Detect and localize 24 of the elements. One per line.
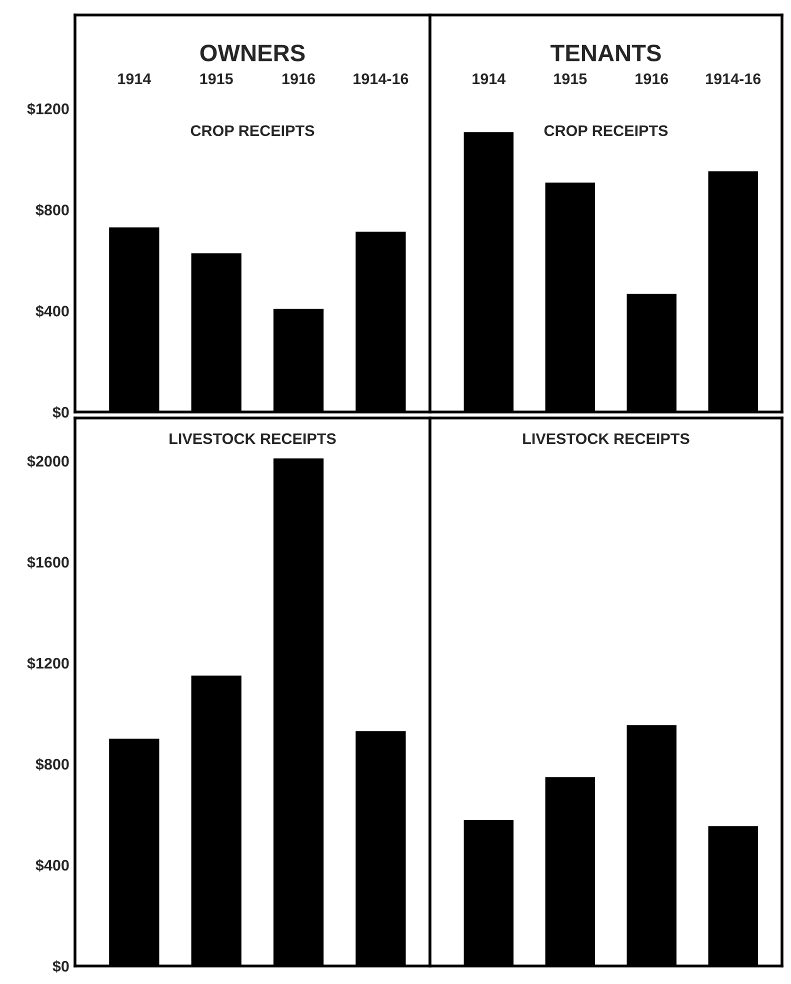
text: CROP RECEIPTS: [544, 125, 668, 136]
y-tick-label: $800: [36, 758, 69, 771]
y-tick-label: $0: [52, 406, 69, 419]
x-tick-label: 1915: [554, 73, 587, 84]
y-tick-label: $800: [36, 204, 69, 216]
x-tick-label: 1916: [282, 73, 315, 84]
text: LIVESTOCK RECEIPTS: [523, 433, 690, 444]
y-tick-label: $400: [36, 305, 69, 318]
x-tick-label: 1914-16: [706, 73, 761, 84]
x-tick-label: 1914-16: [354, 73, 408, 84]
x-tick-label: 1914: [472, 73, 506, 84]
text: OWNERS: [200, 44, 305, 62]
x-tick-label: 1915: [200, 73, 233, 84]
x-tick-label: 1916: [636, 73, 668, 84]
x-tick-label: 1914: [118, 73, 152, 84]
text: LIVESTOCK RECEIPTS: [170, 433, 336, 444]
text: TENANTS: [550, 44, 661, 62]
y-tick-label: $2000: [27, 455, 69, 468]
y-tick-label: $1200: [27, 657, 69, 670]
y-tick-label: $400: [36, 859, 69, 872]
text: CROP RECEIPTS: [190, 125, 314, 136]
y-tick-label: $1600: [27, 556, 69, 569]
y-tick-label: $1200: [27, 102, 69, 116]
y-tick-label: $0: [52, 960, 69, 973]
